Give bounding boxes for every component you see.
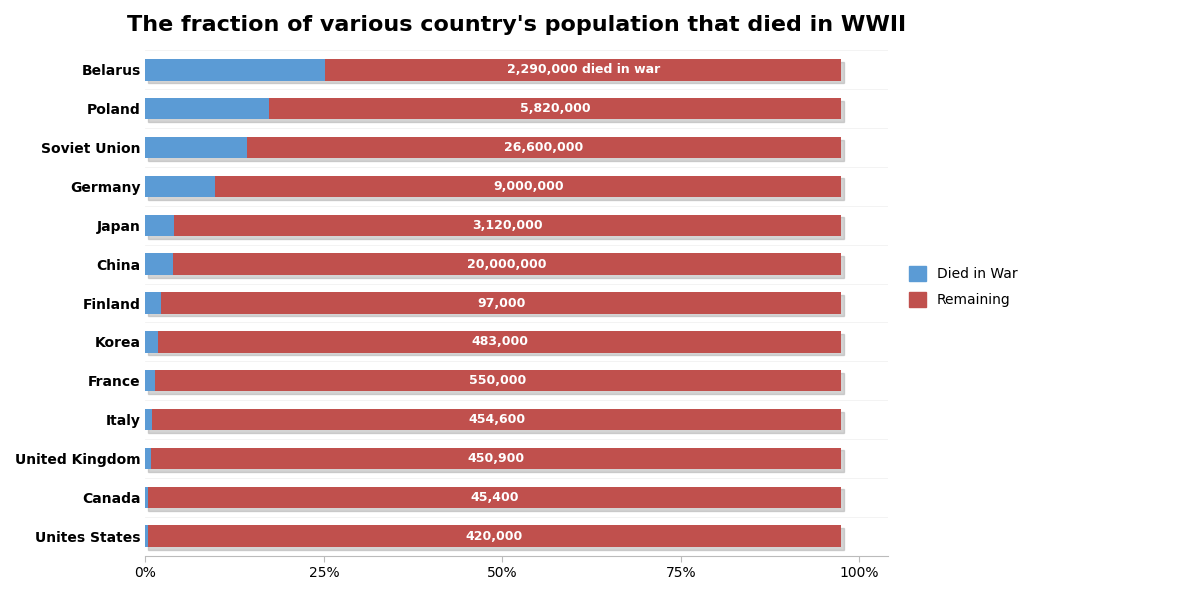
Bar (148, 295, 844, 317)
Bar (269, 98, 841, 120)
Text: 454,600: 454,600 (468, 413, 525, 426)
Bar (148, 140, 844, 161)
Bar (215, 176, 841, 197)
Bar (173, 253, 841, 275)
Bar (145, 448, 151, 469)
Legend: Died in War, Remaining: Died in War, Remaining (902, 259, 1025, 314)
Bar (148, 334, 844, 355)
Text: 9,000,000: 9,000,000 (493, 180, 564, 193)
Title: The fraction of various country's population that died in WWII: The fraction of various country's popula… (127, 15, 907, 35)
Bar (148, 256, 844, 277)
Bar (148, 487, 841, 508)
Text: 483,000: 483,000 (471, 336, 528, 348)
Bar (145, 292, 161, 314)
Bar (145, 137, 246, 158)
Bar (145, 215, 174, 236)
Text: 3,120,000: 3,120,000 (472, 219, 543, 232)
Bar (325, 59, 841, 80)
Bar (145, 176, 215, 197)
Bar (158, 331, 841, 353)
Bar (246, 137, 841, 158)
Bar (148, 62, 844, 83)
Text: 420,000: 420,000 (466, 530, 524, 543)
Bar (148, 178, 844, 200)
Bar (145, 409, 152, 430)
Text: 26,600,000: 26,600,000 (505, 141, 584, 154)
Bar (145, 98, 269, 120)
Bar (145, 331, 158, 353)
Bar (151, 448, 841, 469)
Bar (148, 525, 841, 547)
Bar (174, 215, 841, 236)
Bar (148, 450, 844, 472)
Bar (148, 528, 844, 550)
Bar (148, 412, 844, 433)
Bar (145, 253, 173, 275)
Text: 450,900: 450,900 (468, 452, 525, 465)
Bar (148, 372, 844, 394)
Bar (145, 59, 325, 80)
Bar (145, 370, 155, 392)
Text: 97,000: 97,000 (477, 296, 526, 309)
Bar (155, 370, 841, 392)
Text: 20,000,000: 20,000,000 (468, 258, 546, 271)
Bar (161, 292, 841, 314)
Bar (145, 487, 148, 508)
Bar (145, 525, 148, 547)
Text: 550,000: 550,000 (470, 374, 527, 387)
Bar (152, 409, 841, 430)
Bar (148, 101, 844, 122)
Bar (148, 217, 844, 239)
Text: 5,820,000: 5,820,000 (520, 102, 590, 115)
Bar (148, 489, 844, 511)
Text: 45,400: 45,400 (470, 491, 519, 504)
Text: 2,290,000 died in war: 2,290,000 died in war (507, 64, 660, 76)
